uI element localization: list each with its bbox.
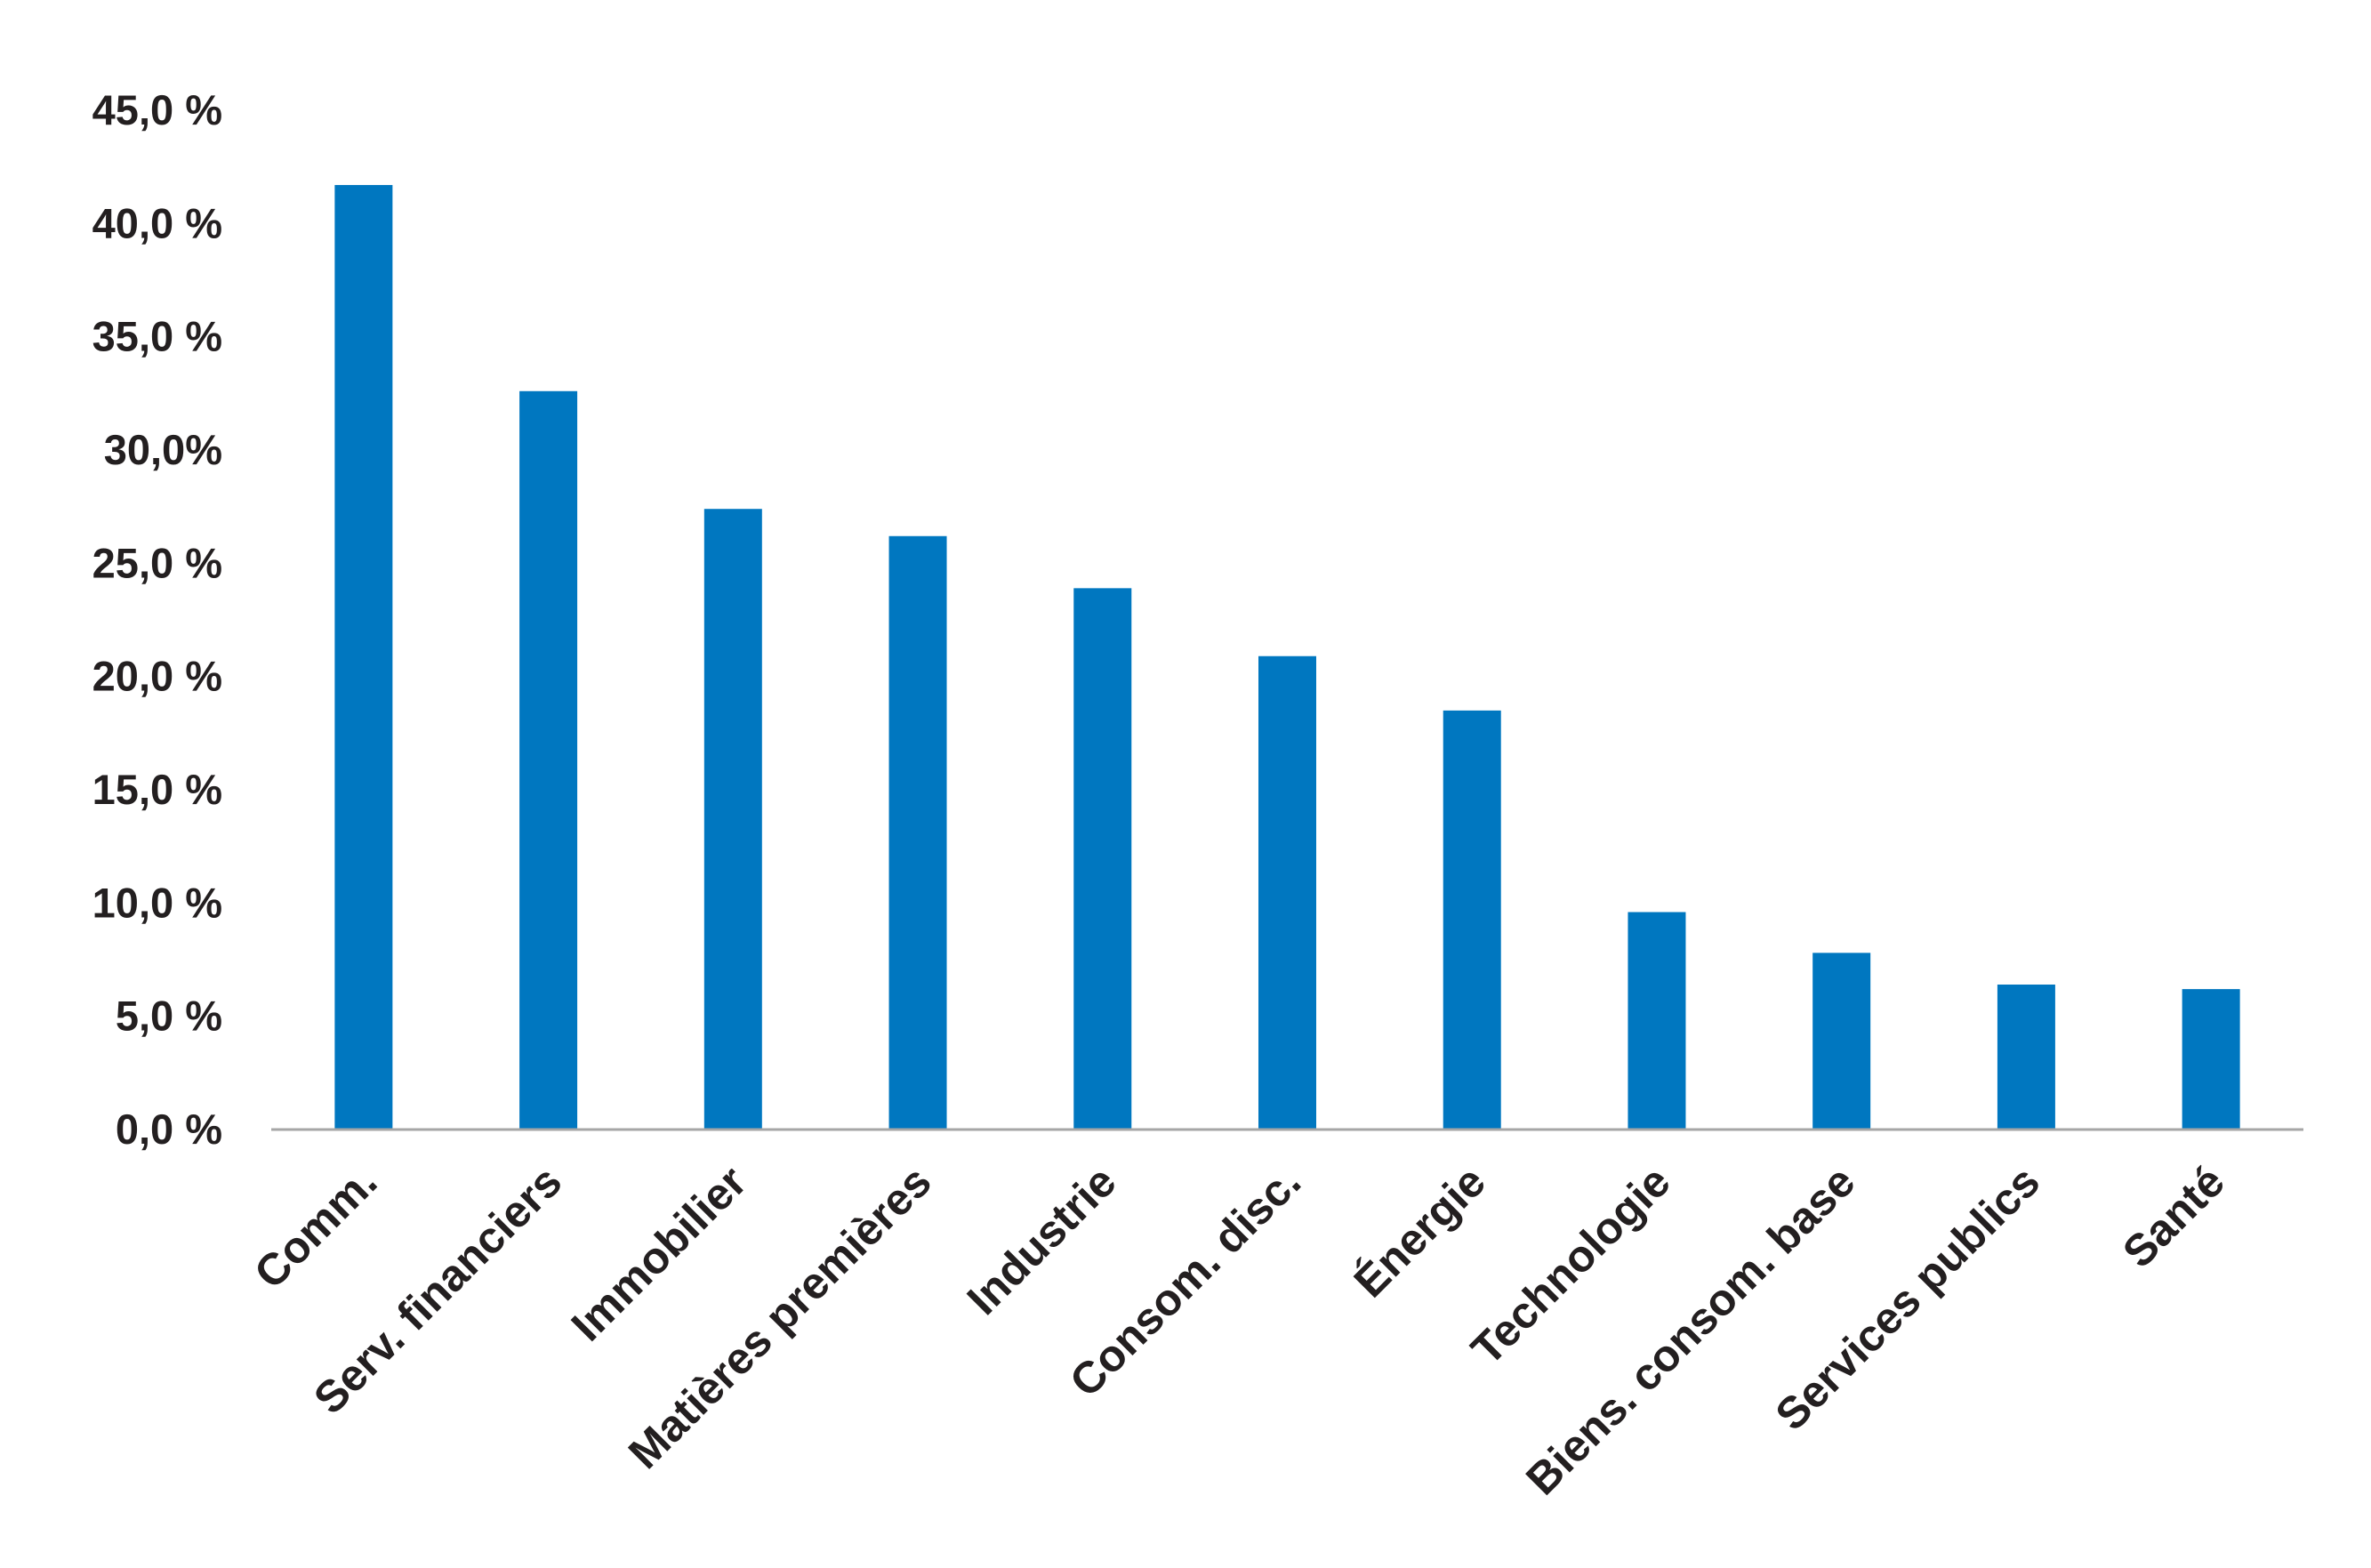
x-category-label: Comm. <box>245 1156 386 1298</box>
bar <box>1073 588 1132 1130</box>
bar <box>703 509 762 1130</box>
bar <box>1628 912 1686 1130</box>
bar <box>1258 655 1316 1130</box>
x-category-label: Énergie <box>1345 1156 1495 1307</box>
bar <box>2182 989 2240 1130</box>
y-tick-label: 5,0 % <box>116 993 222 1040</box>
bar <box>334 185 393 1130</box>
x-category-label: Biens. consom. base <box>1516 1156 1864 1504</box>
y-axis: 0,0 % 5,0 % 10,0 % 15,0 % 20,0 % 25,0 % 30,0% 3… <box>92 86 222 1153</box>
y-tick-label: 35,0 % <box>92 313 222 360</box>
bar <box>1443 710 1501 1130</box>
y-tick-label: 40,0 % <box>92 199 222 246</box>
y-tick-label: 20,0 % <box>92 653 222 700</box>
x-axis: Comm.Serv. financiersImmobilierMatières … <box>245 1156 2234 1504</box>
bar <box>888 535 947 1130</box>
y-tick-label: 15,0 % <box>92 766 222 813</box>
x-category-label: Industrie <box>958 1156 1126 1324</box>
bar-series <box>334 185 2240 1130</box>
x-category-label: Matières premières <box>619 1156 941 1478</box>
y-tick-label: 30,0% <box>104 426 222 473</box>
bar <box>1812 953 1871 1130</box>
y-tick-label: 10,0 % <box>92 879 222 926</box>
bar <box>519 390 578 1130</box>
x-category-label: Santé <box>2113 1156 2234 1277</box>
x-category-label: Immobilier <box>562 1156 756 1350</box>
y-tick-label: 25,0 % <box>92 539 222 586</box>
y-tick-label: 0,0 % <box>116 1106 222 1153</box>
y-tick-label: 45,0 % <box>92 86 222 133</box>
bar <box>1997 985 2055 1130</box>
